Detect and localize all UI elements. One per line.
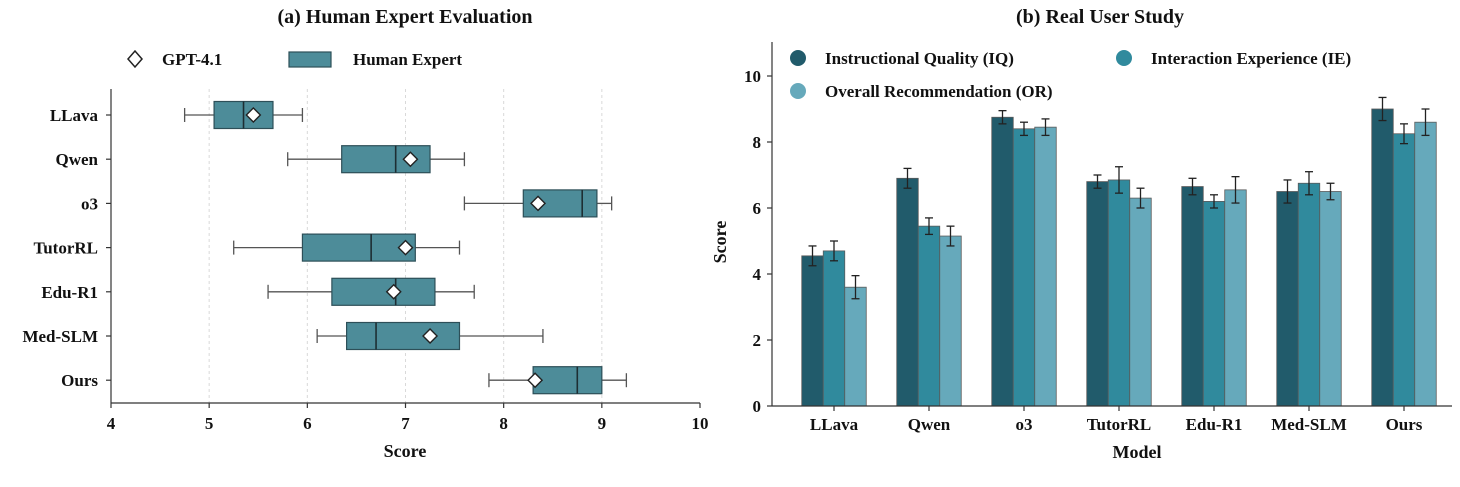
box-plot-category-labels: LLava Qwen o3 TutorRL Edu-R1 Med-SLM Ours <box>22 106 111 390</box>
y-tick-label-10: 10 <box>744 67 761 86</box>
box-edu-r1 <box>267 277 475 306</box>
bar-or-o3 <box>1034 126 1057 407</box>
box-ours <box>488 366 628 395</box>
y-tick-label-6: 6 <box>753 199 762 218</box>
bar-or-edu-r1 <box>1224 189 1247 407</box>
gpt41-marker-tutorrl <box>397 239 414 256</box>
x-tick-label-5: 5 <box>205 414 214 433</box>
human-expert-legend-label: Human Expert <box>353 50 462 69</box>
category-label-tutorrl: TutorRL <box>1087 415 1152 434</box>
gpt41-legend-label: GPT-4.1 <box>162 50 222 69</box>
bar-or-ours <box>1414 121 1437 407</box>
bar-iq-edu-r1 <box>1181 186 1204 407</box>
box-llava <box>183 100 304 130</box>
box-o3 <box>463 189 613 218</box>
bar-or-med-slm <box>1319 191 1342 407</box>
category-label-qwen: Qwen <box>908 415 951 434</box>
x-tick-label-7: 7 <box>401 414 410 433</box>
human-expert-legend-swatch <box>288 51 332 68</box>
bar-ie-edu-r1 <box>1202 200 1226 407</box>
bar-chart-panel: (b) Real User Study 0 2 4 6 8 10 LLava Qwen o3 T… <box>710 6 1452 462</box>
box-plot-x-ticks: 4 5 6 7 8 9 10 <box>107 403 709 433</box>
category-label-o3: o3 <box>81 194 98 213</box>
bar-iq-med-slm <box>1276 191 1299 407</box>
category-label-ours: Ours <box>1386 415 1423 434</box>
category-label-llava: LLava <box>50 106 99 125</box>
bar-iq-o3 <box>991 116 1014 407</box>
iqr-box-tutorrl <box>301 233 416 262</box>
gpt41-marker-o3 <box>530 195 547 212</box>
y-tick-label-8: 8 <box>753 133 762 152</box>
bar-ie-med-slm <box>1297 182 1321 407</box>
box-tutorrl <box>233 233 461 262</box>
x-tick-label-8: 8 <box>499 414 508 433</box>
bar-or-llava <box>844 286 867 407</box>
bar-chart-title: (b) Real User Study <box>1016 6 1184 28</box>
bar-ie-o3 <box>1012 128 1036 407</box>
gpt41-marker-edu-r1 <box>385 283 402 300</box>
bar-iq-llava <box>801 255 824 407</box>
category-label-tutorrl: TutorRL <box>33 239 98 258</box>
bar-ie-ours <box>1392 133 1416 407</box>
bar-or-qwen <box>939 235 962 407</box>
x-tick-label-10: 10 <box>692 414 709 433</box>
or-legend-label: Overall Recommendation (OR) <box>825 82 1053 101</box>
iq-legend-label: Instructional Quality (IQ) <box>825 49 1014 68</box>
gpt41-marker-qwen <box>402 151 419 168</box>
bar-chart-category-labels: LLava Qwen o3 TutorRL Edu-R1 Med-SLM Ours <box>810 406 1423 434</box>
bar-or-tutorrl <box>1129 197 1152 407</box>
category-label-llava: LLava <box>810 415 859 434</box>
iq-legend-marker <box>790 50 806 66</box>
y-tick-label-0: 0 <box>753 397 762 416</box>
category-label-edu-r1: Edu-R1 <box>1186 415 1243 434</box>
box-plot-title: (a) Human Expert Evaluation <box>277 6 532 28</box>
gpt41-legend-marker <box>127 49 143 69</box>
box-plot-x-label: Score <box>384 441 427 461</box>
bar-chart-y-label: Score <box>710 221 730 264</box>
bar-iq-ours <box>1371 108 1394 407</box>
box-plot-panel: (a) Human Expert Evaluation LLava Qwen o3 T… <box>22 6 708 461</box>
bar-chart-legend: Instructional Quality (IQ) Interaction E… <box>790 49 1351 101</box>
ie-legend-marker <box>1116 50 1132 66</box>
box-med-slm <box>316 321 544 351</box>
category-label-qwen: Qwen <box>56 150 99 169</box>
box-plot-legend: GPT-4.1 Human Expert <box>127 49 462 69</box>
bar-chart-x-label: Model <box>1113 442 1162 462</box>
iqr-box-ours <box>532 366 603 395</box>
bar-iq-qwen <box>896 177 919 407</box>
y-tick-label-4: 4 <box>753 265 762 284</box>
bar-chart-y-ticks: 0 2 4 6 8 10 <box>744 67 772 416</box>
bar-ie-qwen <box>917 225 941 407</box>
category-label-med-slm: Med-SLM <box>22 327 98 346</box>
bar-ie-llava <box>822 250 846 407</box>
box-qwen <box>287 145 466 174</box>
category-label-o3: o3 <box>1016 415 1033 434</box>
gpt41-marker-llava <box>245 107 262 123</box>
bar-ie-tutorrl <box>1107 179 1131 407</box>
iqr-box-med-slm <box>346 321 461 351</box>
y-tick-label-2: 2 <box>753 331 762 350</box>
gpt41-marker-med-slm <box>422 328 439 344</box>
category-label-ours: Ours <box>61 371 98 390</box>
box-plot-marks <box>183 100 628 395</box>
x-tick-label-6: 6 <box>303 414 312 433</box>
bar-chart-marks <box>801 96 1437 407</box>
x-tick-label-4: 4 <box>107 414 116 433</box>
category-label-edu-r1: Edu-R1 <box>41 283 98 302</box>
gpt41-marker-ours <box>527 372 544 389</box>
ie-legend-label: Interaction Experience (IE) <box>1151 49 1351 68</box>
bar-iq-tutorrl <box>1086 181 1109 407</box>
or-legend-marker <box>790 83 806 99</box>
iqr-box-edu-r1 <box>331 277 436 306</box>
x-tick-label-9: 9 <box>598 414 607 433</box>
category-label-med-slm: Med-SLM <box>1271 415 1347 434</box>
